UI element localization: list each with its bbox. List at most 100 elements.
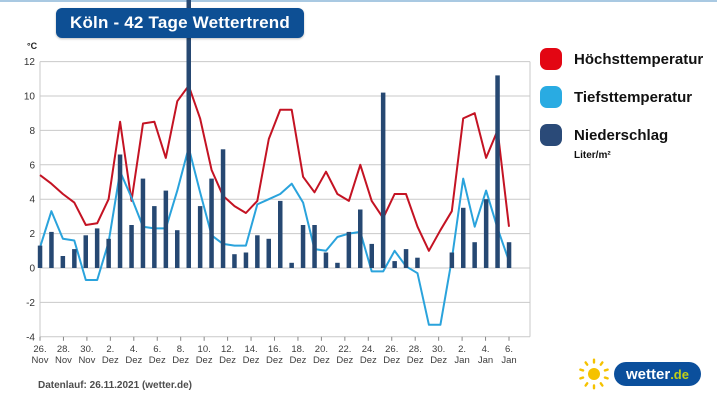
svg-text:6: 6 [29,160,35,171]
svg-text:4: 4 [29,195,35,206]
line-höchsttemperatur [39,84,510,252]
svg-text:Jan: Jan [501,355,516,366]
x-axis-labels: 26.Nov28.Nov30.Nov2.Dez4.Dez6.Dez8.Dez10… [32,336,517,366]
legend-unit-label: Liter/m² [574,150,611,161]
max-temp-swatch-icon [540,48,562,70]
page-title: Köln - 42 Tage Wettertrend [70,13,290,32]
svg-text:Dez: Dez [313,355,330,366]
svg-text:22.: 22. [338,344,351,355]
legend-item-hoechsttemperatur: Höchsttemperatur [540,48,703,70]
precip-bar [312,225,317,268]
precip-bar [209,178,214,268]
precip-bar [117,154,123,268]
svg-text:2: 2 [29,229,35,240]
precip-bar [369,243,374,268]
svg-text:Dez: Dez [243,355,260,366]
svg-text:6.: 6. [153,344,161,355]
svg-text:26.: 26. [385,344,398,355]
precip-bar [506,242,512,268]
precip-bar [472,242,477,268]
precip-bar [380,92,386,268]
svg-text:6.: 6. [505,344,513,355]
svg-text:Nov: Nov [78,355,95,366]
svg-text:0: 0 [29,264,35,275]
precip-bar [278,200,283,268]
precip-bar [106,238,111,268]
precip-bar [415,257,420,268]
svg-text:2.: 2. [458,344,466,355]
top-border-line [0,0,717,2]
svg-text:Dez: Dez [430,355,447,366]
svg-text:12: 12 [24,57,36,68]
precip-bar [243,252,249,268]
svg-text:30.: 30. [432,344,445,355]
svg-text:Jan: Jan [478,355,493,366]
svg-text:Nov: Nov [32,355,49,366]
svg-text:16.: 16. [268,344,281,355]
svg-text:Dez: Dez [219,355,236,366]
svg-text:10.: 10. [198,344,211,355]
svg-text:Dez: Dez [336,355,353,366]
logo-pill: wetter .de [614,362,701,386]
svg-text:2.: 2. [106,344,114,355]
min-temp-swatch-icon [540,86,562,108]
line-tiefsttemperatur [39,146,510,326]
precip-bar [323,252,329,268]
legend-label-min-temp: Tiefsttemperatur [574,88,693,106]
precip-bar [186,0,191,268]
precip-bar [232,254,237,268]
precip-bar [358,209,363,268]
precipitation-bars [37,0,512,269]
legend-item-niederschlag: Niederschlag [540,124,703,146]
precip-bar [346,231,352,268]
svg-text:Dez: Dez [125,355,142,366]
precip-bar [60,256,66,268]
svg-text:Dez: Dez [102,355,119,366]
precip-bar [49,231,54,268]
svg-text:Jan: Jan [454,355,469,366]
svg-text:Dez: Dez [383,355,400,366]
precip-bar [300,225,306,268]
svg-text:-2: -2 [26,298,35,309]
precip-bar [255,235,260,268]
precipitation-swatch-icon [540,124,562,146]
svg-text:Dez: Dez [289,355,306,366]
precip-bar [175,230,180,268]
svg-text:Dez: Dez [172,355,189,366]
precip-bar [335,262,340,268]
svg-text:Dez: Dez [266,355,283,366]
svg-text:8: 8 [29,126,35,137]
svg-text:Nov: Nov [55,355,72,366]
sun-icon [579,358,609,390]
svg-text:Dez: Dez [407,355,424,366]
svg-text:Dez: Dez [196,355,213,366]
legend-item-tiefsttemperatur: Tiefsttemperatur [540,86,703,108]
svg-text:20.: 20. [315,344,328,355]
legend-label-precipitation: Niederschlag [574,126,669,144]
wetter-de-logo: wetter .de [578,358,701,390]
svg-text:Dez: Dez [360,355,377,366]
svg-text:30.: 30. [80,344,93,355]
chart-legend: Höchsttemperatur Tiefsttemperatur Nieder… [540,48,703,161]
data-run-note: Datenlauf: 26.11.2021 (wetter.de) [38,380,192,391]
precip-bar [483,199,489,268]
precip-bar [289,262,294,268]
precip-bar [461,207,466,268]
precip-bar [83,235,88,268]
logo-text: wetter [626,365,671,383]
precip-bar [140,178,146,268]
legend-label-max-temp: Höchsttemperatur [574,50,704,68]
svg-text:26.: 26. [33,344,46,355]
precip-bar [129,225,134,268]
precip-bar [449,252,455,268]
svg-text:14.: 14. [244,344,257,355]
temperature-lines [39,84,510,326]
svg-text:28.: 28. [57,344,70,355]
svg-text:10: 10 [24,92,36,103]
precip-bar [94,228,100,268]
precip-bar [72,249,77,268]
y-axis-unit: °C [27,41,38,51]
svg-text:4.: 4. [482,344,490,355]
svg-text:-4: -4 [26,332,35,343]
